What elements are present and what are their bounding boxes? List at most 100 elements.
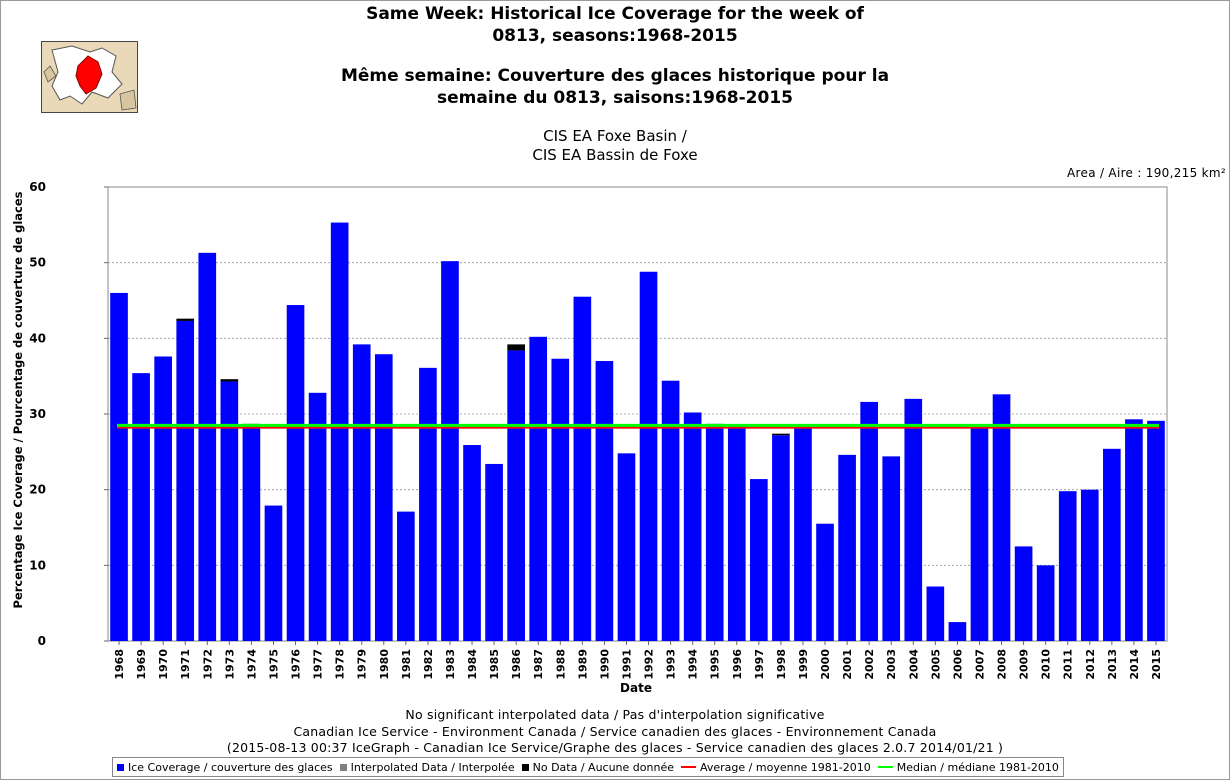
legend-average-swatch — [681, 766, 696, 768]
bar-ice-2009 — [1014, 546, 1033, 641]
title-fr-line2: semaine du 0813, saisons:1968-2015 — [436, 88, 793, 108]
bar-ice-1990 — [595, 361, 614, 641]
y-tick-label: 50 — [29, 256, 46, 270]
bar-ice-1995 — [705, 423, 724, 641]
x-tick-label: 2015 — [1150, 649, 1163, 680]
area-note: Area / Aire : 190,215 km² — [1067, 166, 1226, 180]
bar-ice-1984 — [463, 445, 481, 641]
x-tick-label: 1995 — [709, 649, 722, 680]
bar-ice-1985 — [485, 463, 503, 641]
x-tick-label: 2012 — [1084, 649, 1097, 680]
x-tick-label: 1983 — [444, 649, 457, 680]
x-tick-label: 2013 — [1106, 649, 1119, 680]
bar-ice-1969 — [132, 373, 150, 641]
bar-ice-2006 — [948, 622, 967, 641]
legend-nodata-label: No Data / Aucune donnée — [532, 760, 674, 774]
x-tick-label: 2000 — [819, 649, 832, 680]
x-tick-label: 2011 — [1062, 649, 1075, 680]
bar-nodata-1986 — [507, 344, 525, 351]
x-tick-label: 2008 — [996, 649, 1009, 680]
bar-ice-1968 — [110, 292, 128, 641]
bar-nodata-1971 — [176, 318, 195, 321]
x-tick-label: 1974 — [245, 649, 258, 680]
x-axis-label: Date — [620, 681, 652, 695]
y-tick-label: 40 — [29, 331, 46, 345]
bar-ice-2010 — [1036, 565, 1055, 641]
bar-ice-1987 — [529, 336, 548, 641]
bar-ice-1983 — [441, 261, 459, 641]
axes: 0 10 20 30 40 50 60 1968 1969 1970 1971 1972 1973 197… — [29, 180, 1163, 680]
x-tick-label: 1981 — [400, 649, 413, 680]
x-tick-label: 1998 — [775, 649, 788, 680]
region-name-fr: CIS EA Bassin de Foxe — [532, 146, 698, 164]
x-tick-label: 1994 — [687, 649, 700, 680]
x-tick-label: 1976 — [290, 649, 303, 680]
x-tick-label: 2001 — [841, 649, 854, 680]
bar-ice-1975 — [264, 505, 283, 641]
bar-ice-1996 — [727, 424, 746, 641]
x-tick-label: 2010 — [1040, 649, 1053, 680]
x-tick-label: 1979 — [356, 649, 369, 680]
bar-ice-1973 — [220, 381, 239, 641]
legend-average-label: Average / moyenne 1981-2010 — [700, 760, 871, 774]
x-tick-label: 1975 — [267, 649, 280, 680]
footer-generator: (2015-08-13 00:37 IceGraph - Canadian Ic… — [226, 740, 1004, 755]
legend-nodata-swatch — [521, 763, 529, 771]
bar-ice-1997 — [750, 479, 768, 641]
footer-agency: Canadian Ice Service - Environment Canad… — [293, 724, 937, 739]
x-tick-label: 2006 — [951, 649, 964, 680]
bar-ice-1993 — [661, 380, 680, 641]
bar-ice-2002 — [860, 401, 878, 641]
bar-ice-1998 — [772, 435, 790, 641]
x-tick-label: 1980 — [378, 649, 391, 680]
bar-ice-1972 — [198, 252, 217, 641]
bar-ice-1970 — [154, 356, 172, 641]
legend-nodata: No Data / Aucune donnée — [521, 760, 674, 774]
legend-ice: Ice Coverage / couverture des glaces — [117, 761, 333, 774]
x-tick-label: 1973 — [223, 649, 236, 680]
y-tick-label: 10 — [29, 558, 46, 572]
bar-ice-1979 — [352, 344, 371, 641]
bar-ice-1999 — [794, 426, 812, 641]
bar-ice-1986 — [507, 350, 525, 641]
bar-nodata-1998 — [772, 433, 790, 436]
bar-chart: 0 10 20 30 40 50 60 1968 1969 1970 1971 1972 1973 197… — [11, 180, 1168, 695]
x-tick-label: 1997 — [753, 649, 766, 680]
bar-nodata-1973 — [220, 379, 239, 382]
x-tick-label: 2009 — [1018, 649, 1031, 680]
x-tick-label: 1970 — [157, 649, 170, 680]
x-tick-label: 1989 — [576, 649, 589, 680]
x-tick-label: 1986 — [510, 649, 523, 680]
bar-ice-2001 — [838, 454, 856, 641]
y-tick-label: 30 — [29, 407, 46, 421]
bar-ice-1977 — [308, 392, 327, 641]
bar-ice-1994 — [683, 412, 702, 641]
bar-ice-2005 — [926, 586, 945, 641]
legend-median-swatch — [877, 766, 893, 768]
x-tick-label: 1977 — [312, 649, 325, 680]
bar-ice-1981 — [397, 511, 415, 641]
y-tick-label: 0 — [38, 634, 46, 648]
x-tick-label: 1996 — [731, 649, 744, 680]
title-en-line2: 0813, seasons:1968-2015 — [492, 26, 738, 46]
title-en-line1: Same Week: Historical Ice Coverage for t… — [366, 4, 864, 24]
bar-ice-1971 — [176, 320, 195, 641]
x-tick-label: 1971 — [179, 649, 192, 680]
legend-interp-label: Interpolated Data / Interpolée — [350, 760, 515, 774]
x-tick-label: 1999 — [797, 649, 810, 680]
bar-ice-2013 — [1103, 448, 1121, 641]
x-tick-label: 2003 — [885, 649, 898, 680]
bar-ice-2000 — [816, 523, 834, 641]
x-tick-label: 1987 — [532, 649, 545, 680]
reference-lines — [117, 423, 1159, 429]
x-tick-label: 1991 — [620, 649, 633, 680]
x-tick-label: 1990 — [598, 649, 611, 680]
x-tick-label: 2002 — [863, 649, 876, 680]
bar-ice-1976 — [286, 305, 305, 641]
bar-ice-2015 — [1147, 420, 1165, 641]
legend-median-label: Median / médiane 1981-2010 — [896, 760, 1059, 774]
x-tick-label: 1968 — [113, 649, 126, 680]
x-tick-label: 2005 — [929, 649, 942, 680]
bar-ice-1974 — [242, 428, 261, 641]
x-tick-label: 1993 — [665, 649, 678, 680]
